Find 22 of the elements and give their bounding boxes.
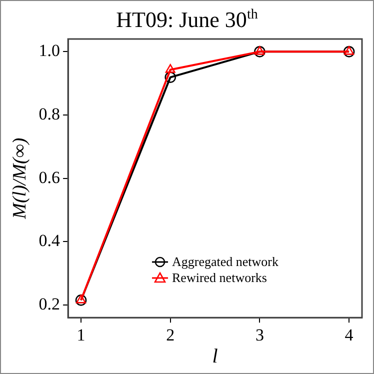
point <box>164 72 176 83</box>
legend-label: Rewired networks <box>172 270 267 286</box>
y-tick-label: 0.4 <box>38 231 61 250</box>
x-axis-title: l <box>212 345 218 368</box>
point <box>254 46 266 58</box>
point <box>165 64 176 73</box>
x-tick-label: 4 <box>344 325 354 344</box>
x-tick-label: 1 <box>76 325 86 344</box>
x-tick-label: 2 <box>166 325 175 344</box>
point <box>75 294 87 306</box>
legend-label: Aggregated network <box>172 254 279 270</box>
y-tick-label: 0.6 <box>38 168 60 187</box>
chart-title: HT09: June 30$^{th}$ <box>115 7 259 33</box>
point <box>344 46 354 55</box>
y-axis-title: M(l)/M(∞) <box>9 138 30 220</box>
point <box>76 294 86 304</box>
x-tick-label: 3 <box>255 325 264 344</box>
point <box>343 46 355 58</box>
y-tick-label: 0.2 <box>38 294 60 314</box>
point <box>254 46 265 55</box>
y-tick-label: 1.0 <box>38 41 60 60</box>
y-tick-label: 0.8 <box>38 104 60 124</box>
